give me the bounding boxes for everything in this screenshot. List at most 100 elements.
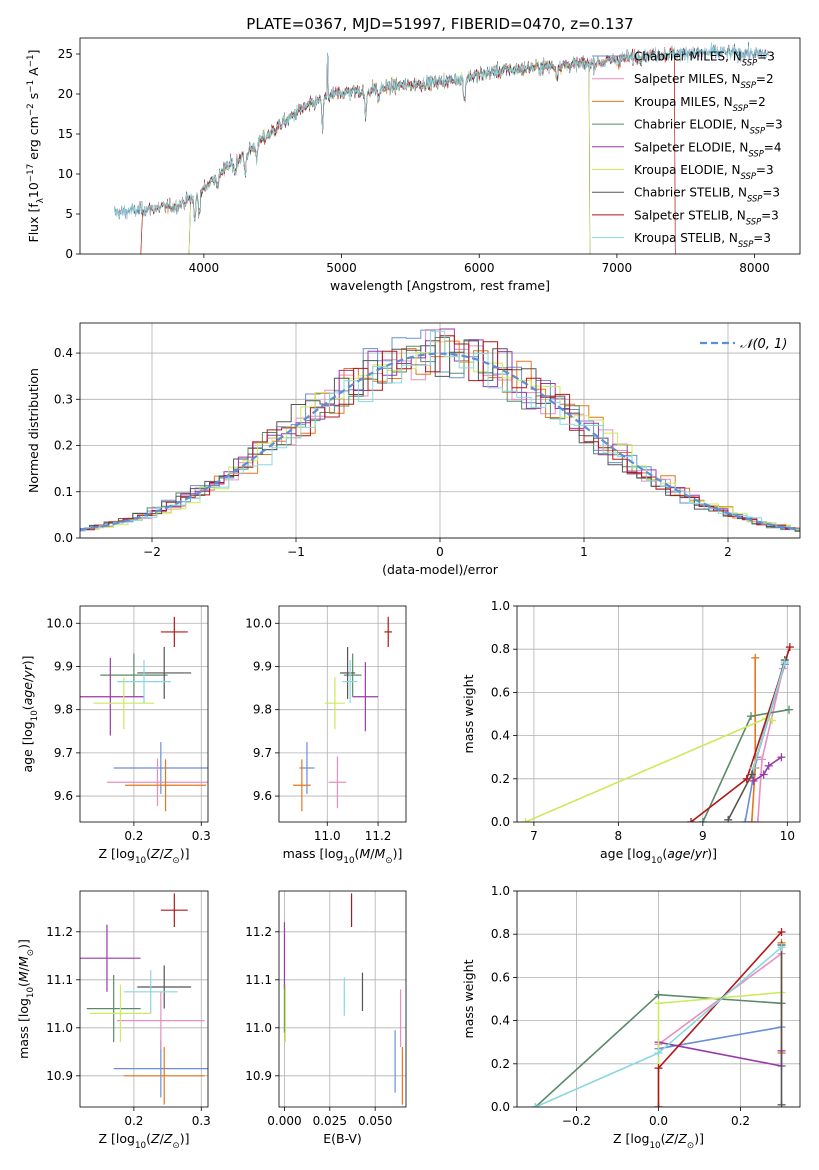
series-marker-salpeter-stelib	[742, 774, 751, 783]
x-tick-label: 2	[724, 545, 732, 559]
plot-area	[114, 41, 769, 254]
x-axis-label: wavelength [Angstrom, rest frame]	[330, 278, 550, 293]
series-marker-kroupa-stelib	[777, 943, 786, 952]
series-marker-salpeter-stelib	[687, 818, 696, 822]
panel-3: 0.2 0.3 9.6 9.7 9.8 9.9 10.0 Z [log10(Z/Z⊙)] age…	[20, 605, 211, 866]
x-axis-label: age [log10(age/yr)]	[600, 846, 717, 866]
y-tick-label: 9.9	[54, 659, 73, 673]
errorbar-point-chabrier-elodie	[100, 653, 168, 697]
plot-area	[80, 893, 208, 1105]
y-tick-label: 5	[65, 207, 73, 221]
y-axis-label: mass weight	[461, 674, 476, 753]
histogram-kroupa-stelib	[80, 330, 800, 532]
y-tick-label: 9.6	[54, 789, 73, 803]
legend-label-kroupa-elodie: Kroupa ELODIE, NSSP=3	[634, 163, 774, 181]
series-marker-kroupa-stelib	[780, 658, 789, 667]
panel-1: 4000 5000 6000 7000 8000 0 5 10 15 20 25 wavelength…	[26, 37, 801, 293]
y-tick-label: 10.9	[245, 1069, 272, 1083]
series-marker-chabrier-miles	[741, 818, 750, 822]
errorbar-point-chabrier-elodie	[343, 653, 362, 697]
series-marker-salpeter-elodie	[764, 761, 773, 770]
errorbar-point-salpeter-stelib	[384, 616, 393, 648]
legend-label-salpeter-miles: Salpeter MILES, NSSP=2	[634, 72, 774, 90]
errorbar-point-salpeter-elodie	[352, 662, 379, 732]
series-marker-chabrier-elodie	[698, 818, 707, 822]
series-marker-chabrier-stelib	[724, 815, 733, 822]
series-marker-salpeter-stelib	[777, 928, 786, 937]
x-tick-label: 0.3	[192, 1114, 211, 1128]
series-marker-kroupa-stelib	[531, 1103, 540, 1107]
plot-area	[80, 328, 800, 532]
x-tick-label: 0.0	[649, 1114, 668, 1128]
y-tick-label: 0.6	[491, 685, 510, 699]
figure-title: PLATE=0367, MJD=51997, FIBERID=0470, z=0…	[246, 15, 633, 33]
errorbar-point-salpeter-stelib	[160, 616, 188, 648]
x-tick-label: 6000	[464, 261, 495, 275]
y-tick-label: 9.6	[253, 789, 272, 803]
errorbar-point-salpeter-miles	[106, 758, 208, 807]
series-marker-salpeter-elodie	[749, 776, 758, 785]
y-tick-label: 11.1	[245, 973, 272, 987]
y-tick-label: 1.0	[491, 599, 510, 613]
y-axis-label: mass [log10(M/M⊙)]	[16, 939, 36, 1059]
axes-frame	[79, 605, 209, 823]
y-tick-label: 0.0	[491, 1100, 510, 1114]
series-line-salpeter-elodie	[753, 756, 782, 782]
x-axis-label: Z [log10(Z/Z⊙)]	[99, 1131, 190, 1151]
series-marker-salpeter-miles	[753, 818, 762, 822]
y-tick-label: 9.8	[54, 703, 73, 717]
y-tick-label: 9.8	[253, 703, 272, 717]
y-tick-label: 10.0	[46, 616, 73, 630]
series-marker-kroupa-stelib	[749, 764, 758, 772]
series-marker-kroupa-miles	[751, 653, 760, 662]
y-tick-label: 9.7	[54, 746, 73, 760]
x-tick-label: 5000	[326, 261, 357, 275]
legend-label-salpeter-elodie: Salpeter ELODIE, NSSP=4	[634, 140, 782, 158]
plot-area	[521, 643, 794, 822]
y-axis-label: Flux [fλ10−17 erg cm−2 s−1 A−1]	[26, 50, 46, 243]
series-line-kroupa-stelib	[752, 661, 786, 769]
series-line-salpeter-elodie	[658, 1041, 783, 1067]
x-tick-label: 8	[615, 829, 623, 843]
histogram-kroupa-elodie	[80, 341, 800, 531]
series-marker-kroupa-elodie	[768, 716, 777, 725]
x-tick-label: 0.2	[124, 829, 143, 843]
y-tick-label: 0.4	[54, 346, 73, 360]
errorbar-point-kroupa-elodie	[324, 677, 346, 730]
x-tick-label: −0.2	[562, 1114, 591, 1128]
x-tick-label: 11.2	[365, 829, 392, 843]
x-axis-label: E(B-V)	[323, 1131, 362, 1146]
x-axis-label: mass [log10(M/M⊙)]	[283, 846, 403, 866]
axes-frame	[516, 890, 801, 1108]
y-tick-label: 10.9	[46, 1069, 73, 1083]
errorbar-point-chabrier-stelib	[339, 647, 356, 699]
y-tick-label: 11.1	[46, 973, 73, 987]
series-line-salpeter-stelib	[657, 931, 783, 1107]
x-axis-label: Z [log10(Z/Z⊙)]	[99, 846, 190, 866]
errorbar-point-salpeter-miles	[328, 756, 347, 809]
x-axis-label: (data-model)/error	[382, 562, 499, 577]
series-marker-salpeter-stelib	[654, 1064, 663, 1073]
plot-area	[531, 928, 786, 1107]
x-tick-label: 0.2	[124, 1114, 143, 1128]
y-tick-label: 0.8	[491, 927, 510, 941]
legend-label-kroupa-miles: Kroupa MILES, NSSP=2	[634, 95, 766, 113]
legend-label-kroupa-stelib: Kroupa STELIB, NSSP=3	[634, 231, 771, 249]
y-tick-label: 0	[65, 247, 73, 261]
x-tick-label: 7	[530, 829, 538, 843]
y-tick-label: 0.0	[54, 531, 73, 545]
axes-frame	[79, 37, 801, 255]
y-tick-label: 10	[58, 167, 73, 181]
legend-label-chabrier-miles: Chabrier MILES, NSSP=3	[634, 50, 775, 68]
x-tick-label: 8000	[739, 261, 770, 275]
errorbar-point-salpeter-elodie	[80, 924, 141, 992]
series-marker-kroupa-miles	[747, 818, 756, 822]
plot-area	[292, 616, 393, 812]
x-tick-label: 9	[699, 829, 707, 843]
series-marker-salpeter-elodie	[777, 753, 786, 762]
x-axis-label: Z [log10(Z/Z⊙)]	[613, 1131, 704, 1151]
y-tick-label: 15	[58, 127, 73, 141]
errorbar-point-kroupa-stelib	[342, 660, 358, 704]
y-tick-label: 9.7	[253, 746, 272, 760]
